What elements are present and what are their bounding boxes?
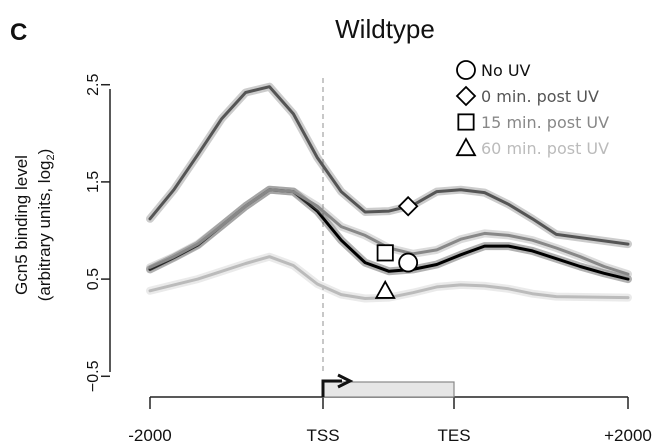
tss-arrow-icon	[321, 379, 342, 397]
triangle-marker-icon	[374, 279, 396, 299]
diamond-marker-icon	[397, 195, 419, 217]
legend-label: 0 min. post UV	[481, 87, 599, 106]
legend-diamond-marker-icon	[455, 85, 477, 107]
y-axis-label-line2-main: (arbitrary units, log	[35, 161, 54, 302]
y-axis-label: Gcn5 binding level (arbitrary units, log…	[12, 149, 57, 302]
y-tick-label: 1.5	[85, 171, 102, 193]
x-tick-label: TES	[437, 426, 470, 445]
legend-circle-marker-icon	[456, 60, 476, 80]
x-tick-label: -2000	[128, 426, 171, 445]
y-axis-label-subscript: 2	[45, 154, 57, 160]
y-axis-label-line2: (arbitrary units, log2)	[35, 149, 57, 302]
square-marker-icon	[376, 244, 394, 262]
circle-marker-icon	[398, 252, 419, 273]
legend-label: 60 min. post UV	[481, 139, 609, 158]
y-axis-label-close: )	[35, 149, 54, 155]
y-tick-label: 0.5	[85, 268, 102, 290]
legend: No UV 0 min. post UV 15 min. post UV 60 min…	[455, 60, 609, 158]
panel-letter: C	[10, 19, 27, 46]
y-ticks: −0.5 0.5 1.5 2.5	[85, 74, 110, 392]
legend-label: 15 min. post UV	[481, 113, 609, 132]
y-tick-label: −0.5	[85, 360, 102, 392]
legend-triangle-marker-icon	[455, 137, 477, 157]
x-tick-label: TSS	[306, 426, 339, 445]
legend-square-marker-icon	[457, 113, 475, 131]
line-0-min-post-uv	[148, 85, 630, 246]
line-60-min-post-uv	[148, 255, 630, 300]
x-tick-label: +2000	[604, 426, 652, 445]
x-ticks: -2000 TSS TES +2000	[128, 397, 652, 445]
chart-title: Wildtype	[335, 14, 435, 44]
tss-arrow-head-icon	[337, 373, 354, 389]
y-axis-label-line1: Gcn5 binding level	[12, 155, 31, 295]
data-markers	[374, 195, 419, 299]
legend-label: No UV	[481, 61, 531, 80]
y-tick-label: 2.5	[85, 74, 102, 96]
